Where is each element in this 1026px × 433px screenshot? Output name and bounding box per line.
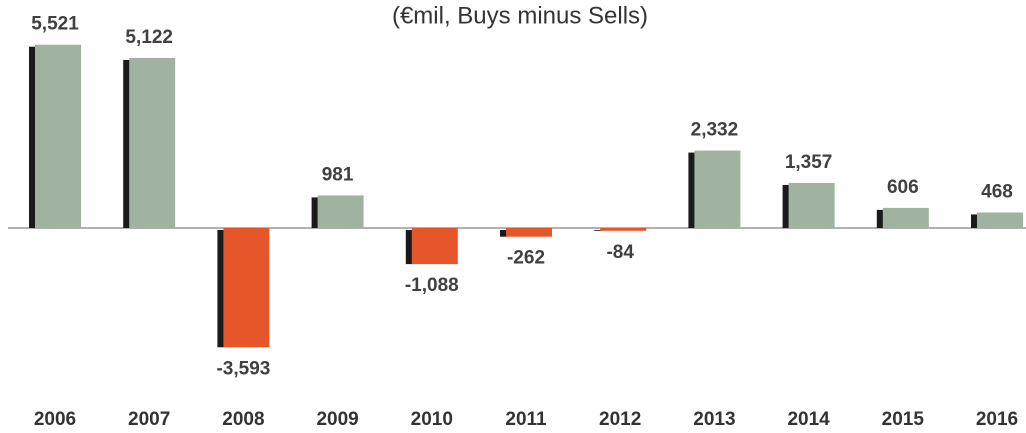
- bar: [223, 228, 270, 348]
- bar-shadow: [782, 184, 791, 228]
- data-label: -262: [507, 248, 545, 269]
- x-tick-label: 2010: [411, 409, 453, 430]
- data-label: 2,332: [691, 120, 739, 141]
- bar: [977, 212, 1023, 228]
- data-label: 606: [887, 177, 919, 198]
- x-tick-label: 2009: [316, 409, 358, 430]
- bar-shadow: [971, 214, 979, 228]
- data-label: 1,357: [785, 152, 833, 173]
- data-label: 5,521: [31, 14, 79, 35]
- data-label: -3,593: [216, 358, 270, 379]
- x-tick-label: 2012: [599, 409, 641, 430]
- bar-shadow: [594, 230, 603, 231]
- bar: [882, 207, 929, 228]
- bar: [411, 228, 458, 265]
- x-tick-label: 2014: [787, 409, 830, 430]
- chart-subtitle: (€mil, Buys minus Sells): [392, 2, 648, 29]
- bar-shadow: [405, 230, 414, 265]
- bar: [35, 44, 81, 228]
- x-tick-label: 2006: [34, 409, 76, 430]
- data-label: 468: [981, 181, 1013, 202]
- bar-shadow: [311, 197, 320, 228]
- x-tick-label: 2007: [128, 409, 170, 430]
- bar: [694, 150, 741, 228]
- bar: [129, 57, 176, 228]
- data-label: -84: [606, 242, 634, 263]
- bar: [317, 195, 364, 228]
- bar-shadow: [29, 46, 37, 228]
- data-label: 981: [322, 164, 354, 185]
- bar-shadow: [876, 209, 885, 228]
- x-tick-label: 2008: [222, 409, 264, 430]
- bar: [600, 228, 647, 231]
- bar: [506, 228, 552, 237]
- data-label: -1,088: [405, 275, 459, 296]
- x-tick-label: 2013: [693, 409, 735, 430]
- bar-shadow: [123, 59, 132, 228]
- x-tick-label: 2016: [976, 409, 1018, 430]
- bar-shadow: [217, 230, 226, 348]
- data-label: 5,122: [125, 27, 173, 48]
- bar-shadow: [500, 230, 508, 237]
- x-tick-label: 2011: [505, 409, 547, 430]
- x-tick-label: 2015: [882, 409, 925, 430]
- bar: [788, 182, 835, 228]
- bar-shadow: [688, 152, 697, 228]
